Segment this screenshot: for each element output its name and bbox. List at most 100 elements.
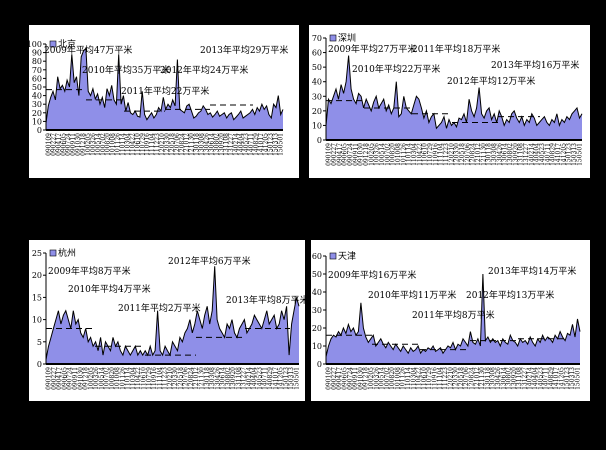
annotation-label: 2009年平均8万平米 [48,265,131,277]
x-tick-label: 100702 [100,133,107,156]
x-tick-label: 110916 [432,143,439,166]
x-tick-label: 110422 [135,367,142,390]
series-line [45,266,300,360]
y-tick-label: 50 [312,270,322,279]
x-tick-label: 131108 [516,367,523,390]
y-tick-label: 10 [32,117,42,126]
annotation-label: 2011年平均2万平米 [118,302,201,314]
x-tick-label: 111104 [149,133,156,156]
x-tick-label: 121012 [474,367,481,390]
x-tick-label: 101008 [394,367,401,390]
x-tick-label: 140829 [253,133,260,156]
x-tick-label: 150313 [569,367,576,390]
area-fill [46,266,299,364]
annotation-label: 2013年平均29万平米 [200,44,288,56]
x-tick-label: 120210 [447,367,454,390]
x-tick-label: 130118 [486,143,493,166]
x-tick-label: 111104 [437,367,444,390]
x-tick-label: 101126 [115,133,122,156]
x-tick-label: 101126 [119,367,126,390]
legend-label: 北京 [58,38,76,50]
x-tick-label: 140711 [543,367,550,390]
y-tick-label: 30 [32,100,42,109]
x-tick-label: 090417 [336,367,343,390]
x-tick-label: 100820 [109,367,116,390]
annotation-label: 2009年平均47万平米 [44,44,132,56]
x-tick-label: 140404 [238,133,245,156]
y-tick-label: 0 [317,360,322,369]
x-tick-label: 110114 [406,143,413,166]
x-tick-label: 090724 [67,367,74,390]
x-tick-label: 130920 [512,143,519,166]
y-tick-label: 60 [32,74,42,83]
x-tick-label: 090109 [326,367,333,390]
x-tick-label: 091030 [357,367,364,390]
x-tick-label: 100820 [105,133,112,156]
x-tick-label: 110729 [426,367,433,390]
x-tick-label: 141205 [263,133,270,156]
x-tick-label: 110729 [146,367,153,390]
annotation-label: 2012年平均12万平米 [447,75,535,87]
x-tick-label: 090417 [55,133,62,156]
y-tick-label: 30 [312,306,322,315]
x-tick-label: 101126 [400,143,407,166]
x-tick-label: 110304 [130,367,137,390]
x-tick-label: 130802 [225,367,232,390]
y-tick-label: 0 [317,136,322,145]
annotation-label: 2013年平均8万平米 [226,294,309,306]
x-tick-label: 130802 [507,143,514,166]
x-tick-label: 130308 [490,367,497,390]
x-tick-label: 100514 [379,367,386,390]
annotation-label: 2010年平均22万平米 [352,63,440,75]
x-tick-label: 130426 [214,367,221,390]
x-tick-label: 130426 [496,143,503,166]
x-tick-label: 090227 [331,143,338,166]
annotation-label: 2009年平均27万平米 [328,43,416,55]
x-tick-label: 150313 [288,367,295,390]
annotation-label: 2011年平均22万平米 [121,85,209,97]
x-tick-label: 120824 [470,143,477,166]
y-tick-label: 40 [312,288,322,297]
x-tick-label: 110610 [421,367,428,390]
x-tick-label: 100820 [390,143,397,166]
legend-swatch [329,34,337,42]
x-tick-label: 130308 [199,133,206,156]
x-tick-label: 130920 [511,367,518,390]
x-tick-label: 100205 [88,367,95,390]
x-tick-label: 090109 [46,367,53,390]
x-tick-label: 090724 [347,143,354,166]
chart-panel-tianjin [311,240,590,401]
x-tick-label: 111104 [438,143,445,166]
legend-label: 天津 [338,251,356,262]
x-tick-label: 100514 [95,133,102,156]
annotation-label: 2010年平均4万平米 [68,283,151,295]
annotation-label: 2011年平均18万平米 [412,43,500,55]
x-tick-label: 090417 [56,367,63,390]
x-tick-label: 121130 [479,367,486,390]
x-tick-label: 120706 [464,143,471,166]
x-tick-label: 131227 [523,143,530,166]
annotation-label: 2012年平均13万平米 [466,289,554,301]
x-tick-label: 120706 [183,367,190,390]
x-tick-label: 120330 [164,133,171,156]
y-tick-label: 60 [312,252,322,261]
x-tick-label: 120824 [188,367,195,390]
x-tick-label: 121012 [184,133,191,156]
x-tick-label: 101126 [400,367,407,390]
x-tick-label: 140523 [243,133,250,156]
x-tick-label: 130308 [491,143,498,166]
y-tick-label: 60 [312,49,322,58]
x-tick-label: 120330 [172,367,179,390]
x-tick-label: 141017 [272,367,279,390]
x-tick-label: 140711 [262,367,269,390]
x-tick-label: 141017 [555,143,562,166]
annotation-label: 2012年平均6万平米 [168,255,251,267]
x-tick-label: 100702 [104,367,111,390]
x-tick-label: 090227 [331,367,338,390]
x-tick-label: 091218 [83,367,90,390]
x-tick-label: 140829 [267,367,274,390]
x-tick-label: 120210 [159,133,166,156]
x-tick-label: 120518 [459,143,466,166]
x-tick-label: 091030 [358,143,365,166]
